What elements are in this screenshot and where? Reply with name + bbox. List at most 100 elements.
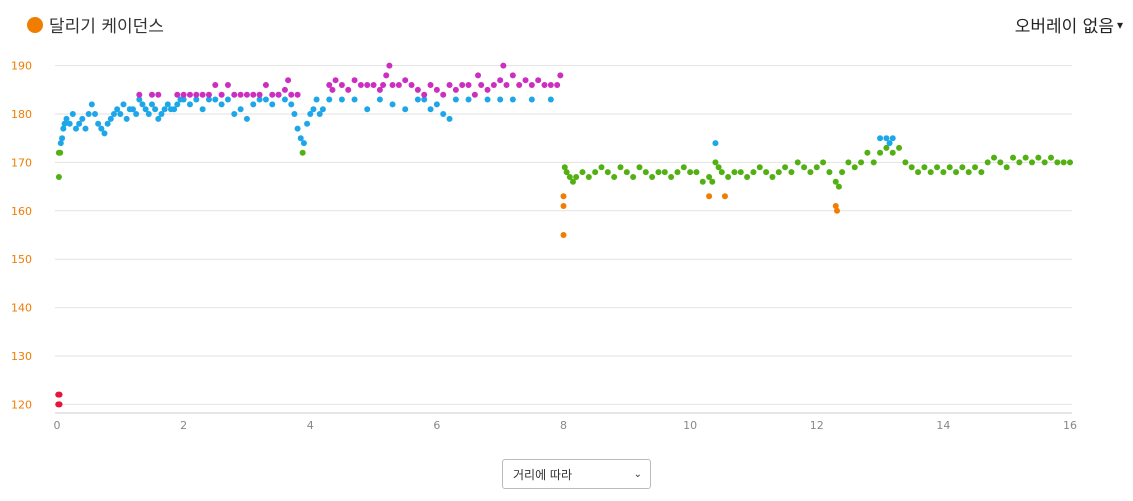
data-point (326, 82, 333, 89)
data-point (186, 91, 193, 98)
data-point (560, 202, 567, 209)
data-point (56, 401, 63, 408)
data-point (218, 101, 225, 108)
data-point (142, 106, 149, 113)
data-point (579, 169, 586, 176)
data-point (750, 169, 757, 176)
data-point (250, 91, 257, 98)
data-point (171, 106, 178, 113)
data-point (687, 169, 694, 176)
data-point (133, 111, 140, 118)
data-point (509, 72, 516, 79)
data-point (1003, 164, 1010, 171)
data-point (446, 82, 453, 89)
data-point (655, 169, 662, 176)
data-point (459, 82, 466, 89)
x-axis-mode-select[interactable]: 거리에 따라 ⌄ (502, 459, 651, 489)
data-point (299, 149, 306, 156)
data-point (820, 159, 827, 166)
data-point (186, 101, 193, 108)
data-point (446, 115, 453, 122)
y-tick-label: 150 (11, 253, 32, 266)
data-point (775, 169, 782, 176)
data-point (788, 169, 795, 176)
data-point (940, 169, 947, 176)
data-point (769, 173, 776, 180)
data-point (72, 125, 79, 132)
data-point (76, 120, 83, 127)
data-point (541, 82, 548, 89)
data-point (69, 111, 76, 118)
data-point (706, 173, 713, 180)
data-point (345, 86, 352, 93)
data-point (332, 77, 339, 84)
data-point (269, 91, 276, 98)
data-point (794, 159, 801, 166)
data-point (199, 91, 206, 98)
data-point (402, 106, 409, 113)
data-point (763, 169, 770, 176)
data-point (1016, 159, 1023, 166)
data-point (60, 125, 67, 132)
data-point (104, 120, 111, 127)
data-point (193, 96, 200, 103)
data-point (839, 169, 846, 176)
x-tick-label: 8 (560, 419, 567, 432)
data-point (465, 82, 472, 89)
data-point (63, 115, 70, 122)
data-point (316, 111, 323, 118)
data-point (851, 164, 858, 171)
data-point (164, 101, 171, 108)
data-point (55, 173, 62, 180)
data-point (101, 130, 108, 137)
data-point (297, 135, 304, 142)
data-point (706, 193, 713, 200)
data-point (440, 111, 447, 118)
y-tick-label: 120 (11, 398, 32, 411)
data-point (427, 106, 434, 113)
data-point (889, 135, 896, 142)
data-point (158, 111, 165, 118)
data-point (389, 101, 396, 108)
data-point (155, 91, 162, 98)
data-point (1048, 154, 1055, 161)
data-point (351, 77, 358, 84)
data-point (329, 86, 336, 93)
chart-header: 달리기 케이던스 오버레이 없음 ▾ (0, 0, 1133, 48)
data-point (193, 91, 200, 98)
data-point (896, 144, 903, 151)
data-point (421, 91, 428, 98)
data-point (984, 159, 991, 166)
data-point (262, 82, 269, 89)
data-point (231, 91, 238, 98)
data-point (870, 159, 877, 166)
data-point (136, 91, 143, 98)
y-tick-label: 160 (11, 205, 32, 218)
overlay-dropdown[interactable]: 오버레이 없음 ▾ (1015, 12, 1123, 37)
x-tick-label: 2 (180, 419, 187, 432)
data-point (554, 82, 561, 89)
data-point (91, 111, 98, 118)
data-point (250, 101, 257, 108)
data-point (383, 72, 390, 79)
data-point (237, 106, 244, 113)
data-point (107, 115, 114, 122)
data-point (877, 149, 884, 156)
data-point (611, 173, 618, 180)
data-point (237, 91, 244, 98)
data-point (364, 106, 371, 113)
data-point (826, 169, 833, 176)
data-point (959, 164, 966, 171)
data-point (85, 111, 92, 118)
chevron-down-icon: ⌄ (633, 468, 642, 480)
data-point (712, 140, 719, 147)
data-point (834, 207, 841, 214)
data-point (326, 96, 333, 103)
data-point (414, 86, 421, 93)
data-point (465, 96, 472, 103)
data-point (858, 159, 865, 166)
data-point (199, 106, 206, 113)
data-point (883, 135, 890, 142)
data-point (642, 169, 649, 176)
data-point (440, 91, 447, 98)
